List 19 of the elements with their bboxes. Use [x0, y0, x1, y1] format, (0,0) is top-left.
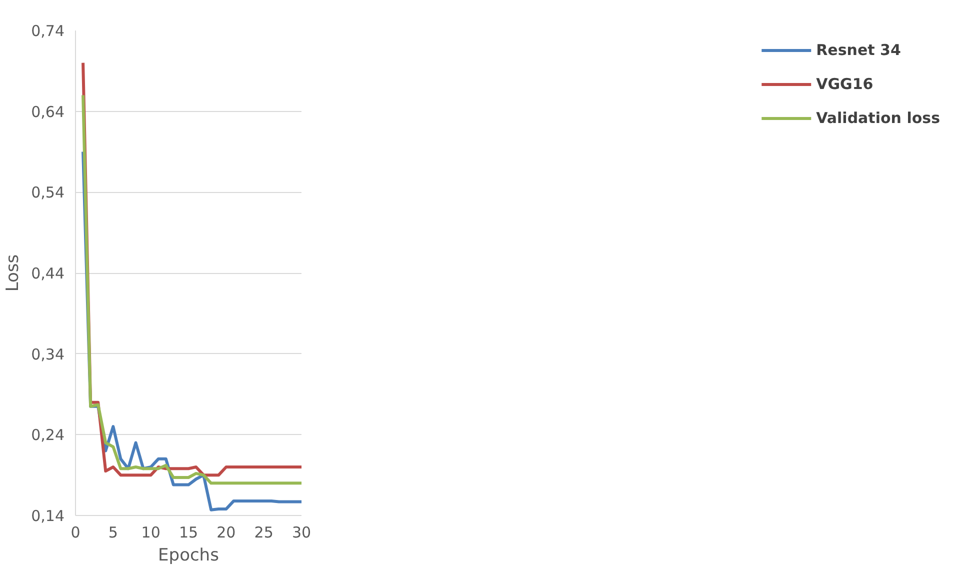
- y-tick-label: 0,44: [31, 264, 65, 282]
- x-axis-title: Epochs: [158, 546, 220, 566]
- x-tick-label: 0: [70, 524, 80, 542]
- x-tick-label: 10: [141, 524, 160, 542]
- y-tick-label: 0,54: [31, 184, 65, 202]
- y-tick-label: 0,14: [31, 507, 65, 525]
- y-tick-label: 0,24: [31, 426, 65, 444]
- legend-label: Validation loss: [816, 109, 940, 127]
- y-tick-label: 0,64: [31, 102, 65, 121]
- x-tick-label: 25: [254, 524, 274, 542]
- y-tick-label: 0,74: [31, 22, 65, 40]
- legend-label: Resnet 34: [816, 41, 901, 59]
- x-tick-label: 20: [216, 524, 236, 542]
- y-axis-title: Loss: [3, 254, 24, 292]
- x-tick-label: 30: [292, 524, 312, 542]
- x-tick-label: 5: [108, 524, 118, 542]
- x-tick-label: 15: [178, 524, 198, 542]
- y-tick-label: 0,34: [31, 345, 65, 364]
- legend-label: VGG16: [816, 75, 874, 93]
